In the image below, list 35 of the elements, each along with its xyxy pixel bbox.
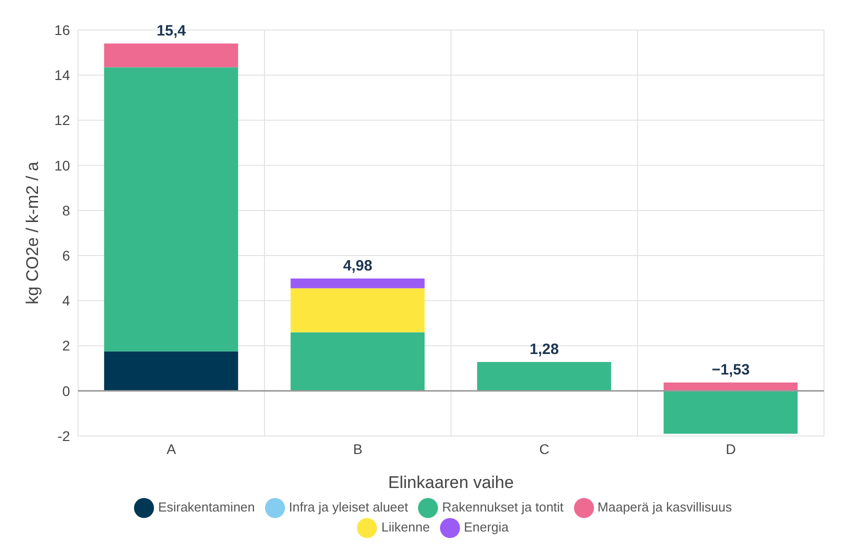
- x-tick-label: B: [353, 440, 362, 457]
- y-tick-label: 6: [62, 248, 70, 264]
- legend-label: Rakennukset ja tontit: [442, 499, 564, 514]
- bar: [664, 382, 798, 391]
- y-tick-label: 10: [54, 157, 70, 174]
- y-tick-label: 16: [54, 22, 70, 38]
- total-label: 15,4: [156, 22, 186, 40]
- x-axis-title: Elinkaaren vaihe: [388, 473, 514, 492]
- y-tick-label: 2: [62, 338, 70, 354]
- total-label: 4,98: [343, 258, 372, 275]
- total-label: −1,53: [712, 362, 750, 379]
- legend-label: Maaperä ja kasvillisuus: [598, 499, 732, 514]
- legend-label: Infra ja yleiset alueet: [288, 499, 408, 514]
- y-tick-label: 8: [62, 202, 70, 218]
- bar: [290, 288, 425, 332]
- y-tick-label: 14: [54, 67, 70, 84]
- bar: [477, 362, 612, 391]
- y-axis-title: kg CO2e / k-m2 / a: [23, 161, 42, 304]
- bar: [664, 390, 798, 434]
- y-tick-label: 0: [62, 382, 70, 399]
- legend-label: Energia: [464, 519, 509, 534]
- y-tick-label: 4: [62, 292, 70, 309]
- y-tick-label: 12: [54, 112, 70, 128]
- bar: [104, 67, 238, 352]
- bar: [104, 44, 238, 68]
- bar: [290, 278, 425, 288]
- x-tick-label: D: [726, 440, 736, 457]
- total-label: 1,28: [530, 341, 559, 358]
- bar: [104, 351, 238, 391]
- legend-label: Liikenne: [381, 519, 430, 534]
- y-tick-label: -2: [58, 428, 70, 444]
- x-tick-label: C: [539, 440, 550, 457]
- bar: [290, 332, 425, 391]
- x-tick-label: A: [166, 440, 177, 457]
- legend-label: Esirakentaminen: [158, 499, 255, 514]
